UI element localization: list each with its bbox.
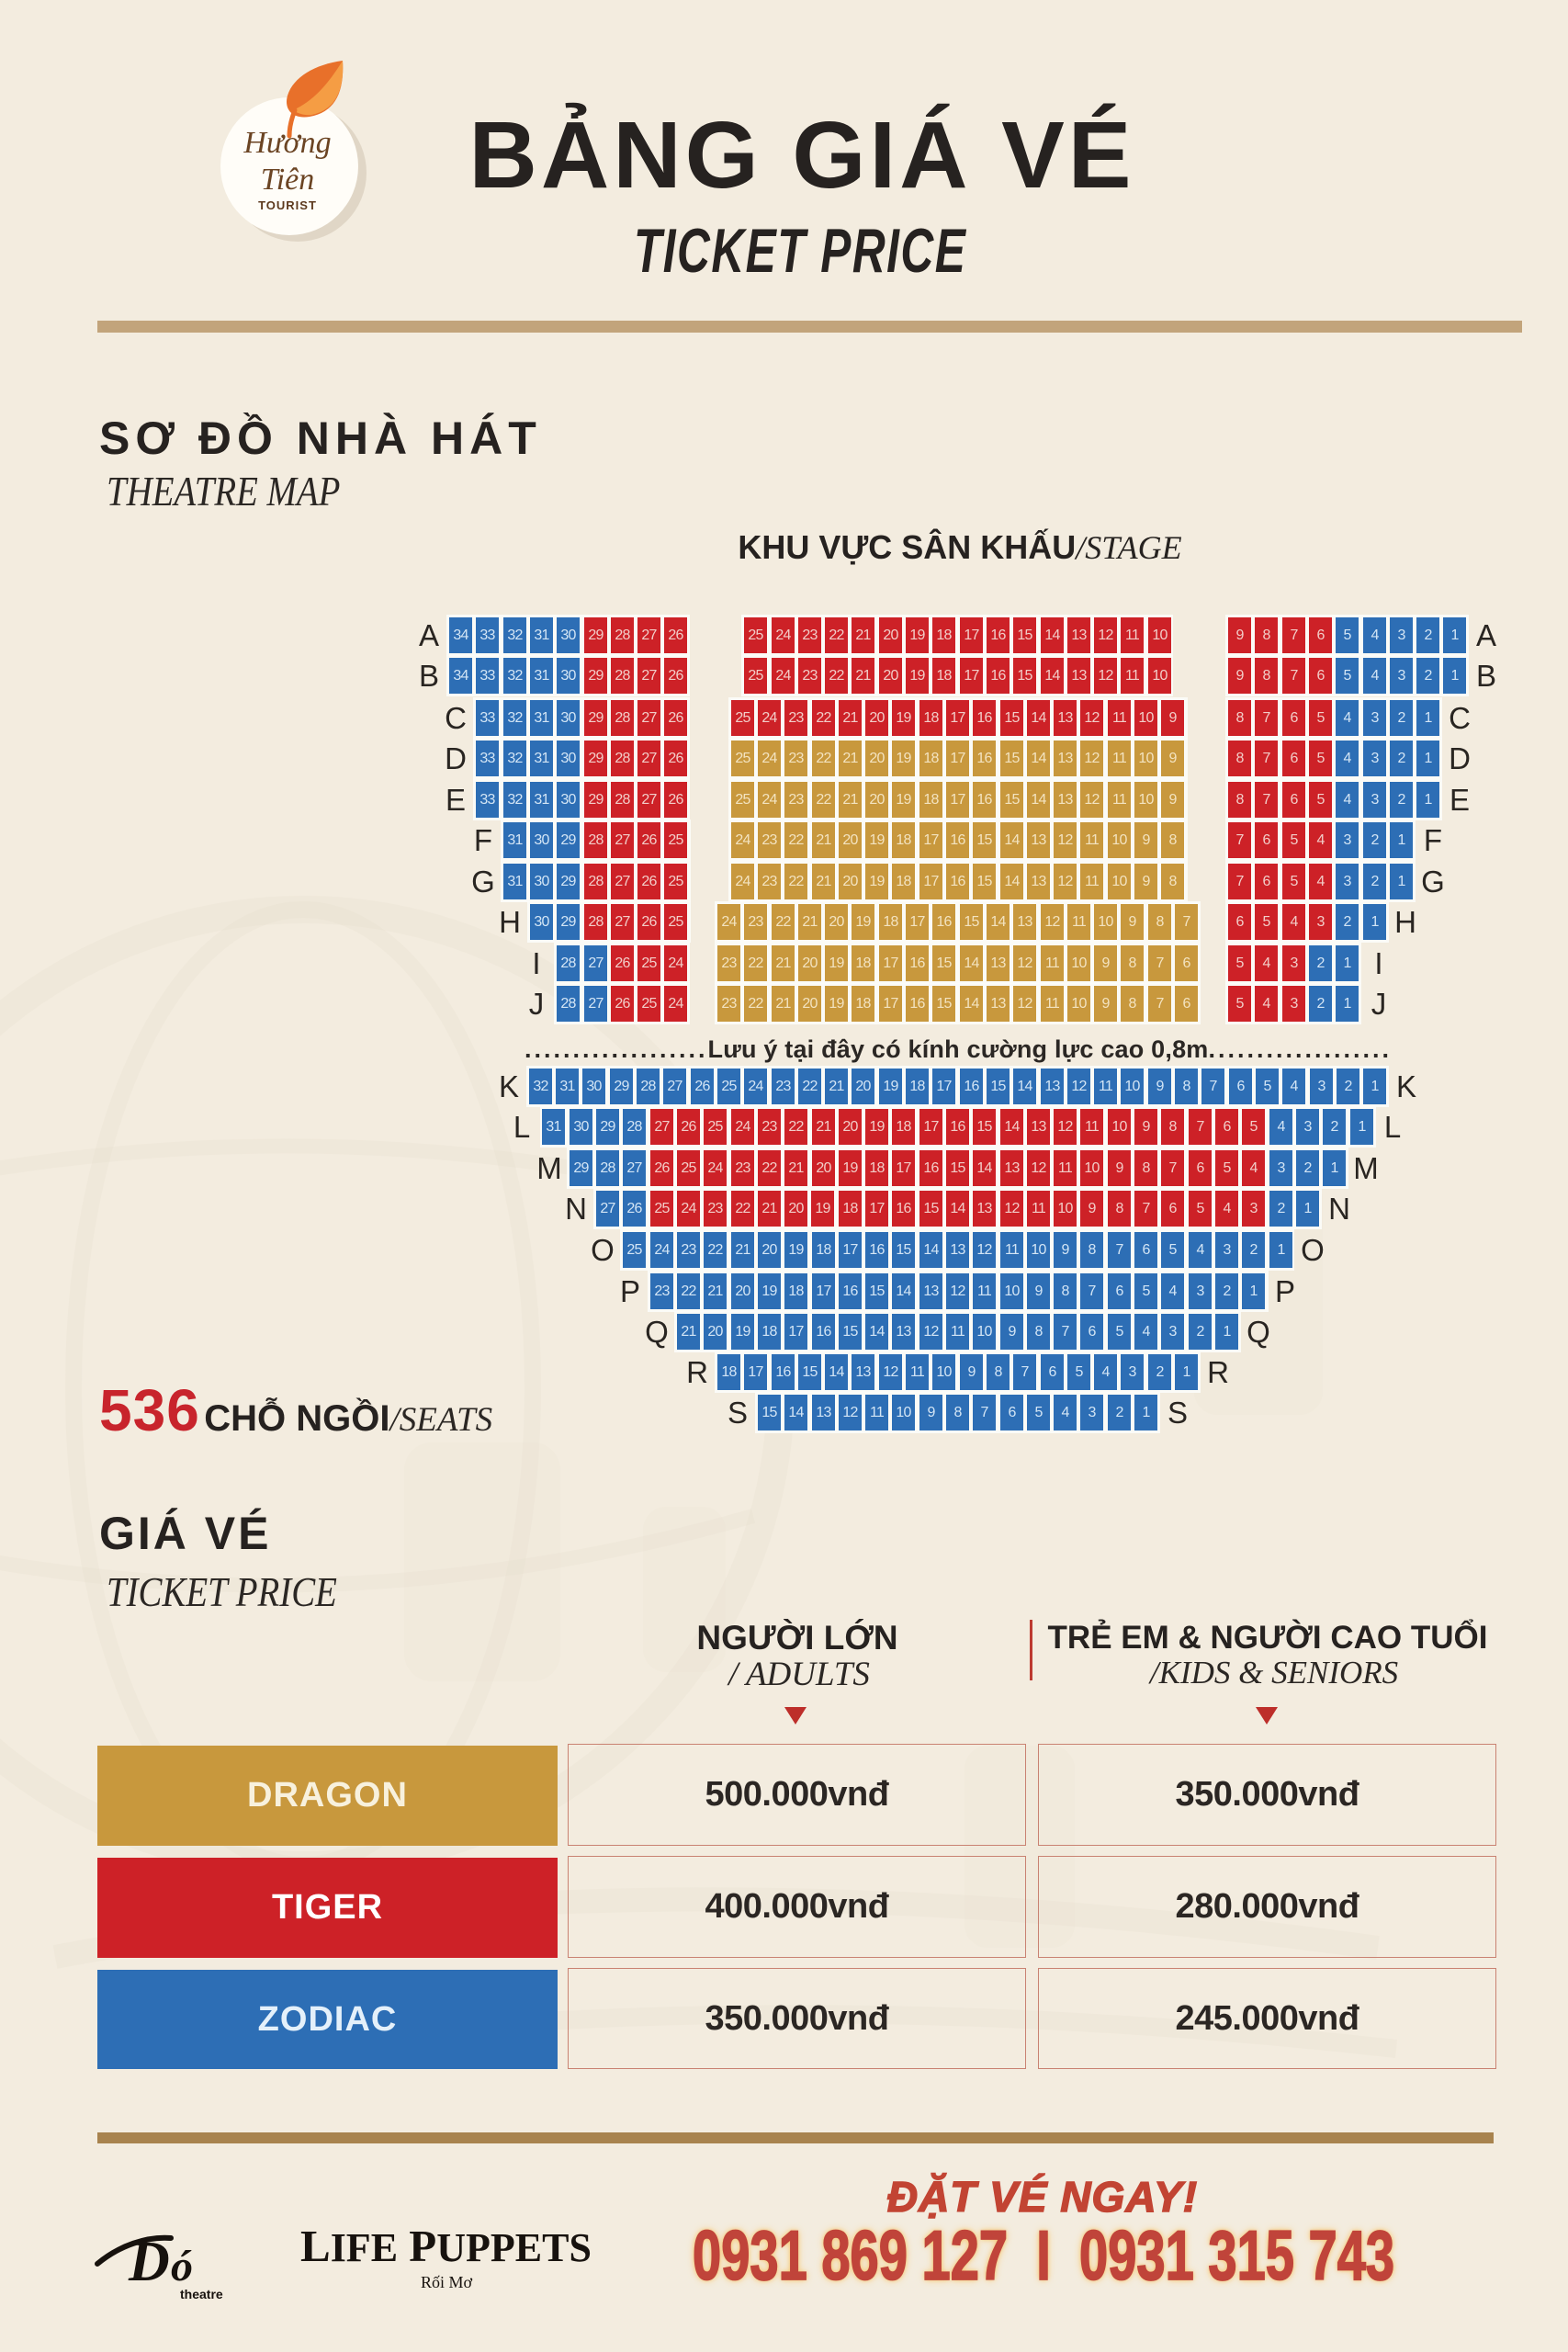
svg-text:Tiên: Tiên — [261, 163, 315, 197]
svg-text:Hương: Hương — [243, 126, 331, 160]
svg-text:theatre: theatre — [180, 2287, 223, 2301]
svg-text:TOURIST: TOURIST — [258, 198, 317, 212]
svg-text:ó: ó — [171, 2242, 193, 2290]
svg-text:D: D — [128, 2231, 170, 2293]
